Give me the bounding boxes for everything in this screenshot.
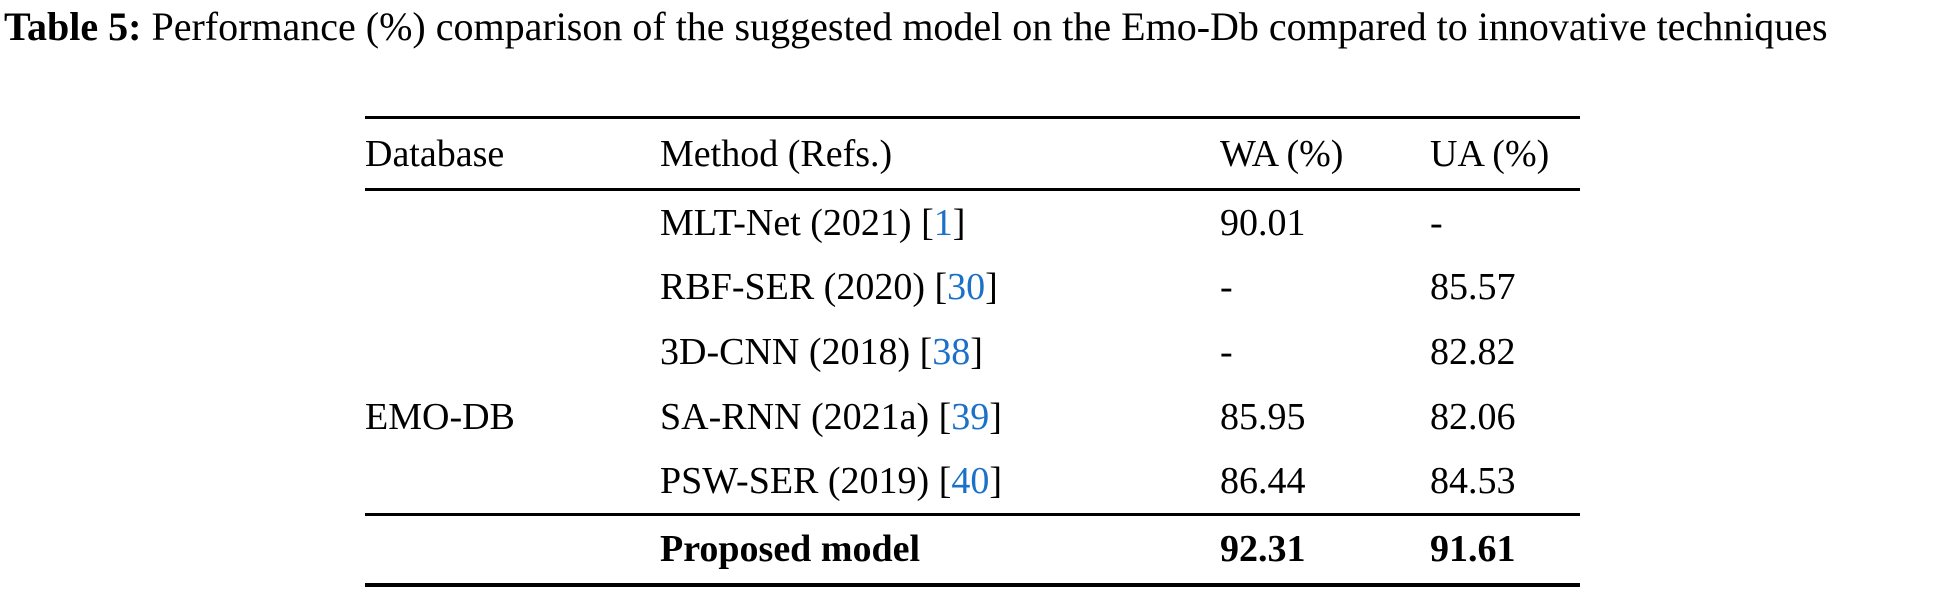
- cell-database: [365, 515, 660, 585]
- table-caption: Table 5: Performance (%) comparison of t…: [4, 4, 1952, 50]
- ref-bracket-close: ]: [989, 460, 1003, 503]
- header-ua: UA (%): [1430, 132, 1550, 175]
- header-database: Database: [365, 132, 505, 175]
- method-name: PSW-SER (2019): [660, 460, 930, 503]
- table-row-sa-rnn: EMO-DB SA-RNN (2021a) [39] 85.95 82.06: [365, 385, 1580, 450]
- cell-ua: 82.82: [1430, 331, 1516, 373]
- header-method: Method (Refs.): [660, 132, 893, 175]
- cell-method: 3D-CNN (2018) [38]: [660, 320, 1220, 385]
- cell-database: [365, 450, 660, 515]
- ref-bracket-close: ]: [985, 266, 998, 308]
- cell-method: SA-RNN (2021a) [39]: [660, 385, 1220, 450]
- table-row-psw-ser: PSW-SER (2019) [40] 86.44 84.53: [365, 450, 1580, 515]
- cell-method: RBF-SER (2020) [30]: [660, 255, 1220, 320]
- cell-ua: 82.06: [1430, 396, 1516, 438]
- cell-wa: 86.44: [1220, 460, 1306, 503]
- cell-method: PSW-SER (2019) [40]: [660, 450, 1220, 515]
- table-caption-text: Performance (%) comparison of the sugges…: [151, 4, 1828, 49]
- header-wa: WA (%): [1220, 132, 1344, 175]
- citation-ref[interactable]: 30: [947, 266, 986, 308]
- table-row-rbf-ser: RBF-SER (2020) [30] - 85.57: [365, 255, 1580, 320]
- table-caption-label: Table 5:: [4, 4, 142, 49]
- cell-wa: -: [1220, 266, 1233, 308]
- cell-wa-proposed: 92.31: [1220, 528, 1306, 571]
- performance-comparison-table: Database Method (Refs.) WA (%) UA (%) ML…: [365, 116, 1580, 587]
- method-name: SA-RNN (2021a): [660, 396, 930, 438]
- ref-bracket-open: [: [924, 266, 948, 308]
- method-name: 3D-CNN (2018): [660, 331, 911, 373]
- cell-method: MLT-Net (2021) [1]: [660, 190, 1220, 255]
- ref-bracket-close: ]: [952, 201, 966, 244]
- citation-ref[interactable]: 1: [933, 201, 953, 244]
- cell-ua-proposed: 91.61: [1430, 528, 1516, 571]
- cell-wa: -: [1220, 331, 1233, 373]
- ref-bracket-open: [: [929, 460, 952, 503]
- citation-ref[interactable]: 39: [951, 396, 990, 438]
- table-header-row: Database Method (Refs.) WA (%) UA (%): [365, 117, 1580, 190]
- cell-wa: 90.01: [1220, 201, 1306, 244]
- cell-wa: 85.95: [1220, 396, 1306, 438]
- ref-bracket-open: [: [910, 331, 933, 373]
- cell-method-proposed: Proposed model: [660, 528, 921, 571]
- table-row-mlt-net: MLT-Net (2021) [1] 90.01 -: [365, 190, 1580, 255]
- ref-bracket-open: [: [929, 396, 952, 438]
- table-row-proposed-model: Proposed model 92.31 91.61: [365, 514, 1580, 585]
- cell-ua: 84.53: [1430, 460, 1516, 503]
- ref-bracket-close: ]: [989, 396, 1002, 438]
- table-row-3d-cnn: 3D-CNN (2018) [38] - 82.82: [365, 320, 1580, 385]
- cell-ua: 85.57: [1430, 266, 1516, 308]
- citation-ref[interactable]: 38: [932, 331, 971, 373]
- ref-bracket-open: [: [911, 201, 934, 244]
- cell-ua: -: [1430, 201, 1443, 244]
- cell-database-emo-db: EMO-DB: [365, 396, 515, 438]
- cell-database: [365, 255, 660, 320]
- ref-bracket-close: ]: [970, 331, 983, 373]
- cell-database: [365, 320, 660, 385]
- method-name: MLT-Net (2021): [660, 201, 912, 244]
- method-name: RBF-SER (2020): [660, 266, 925, 308]
- citation-ref[interactable]: 40: [951, 460, 990, 503]
- cell-database: [365, 190, 660, 255]
